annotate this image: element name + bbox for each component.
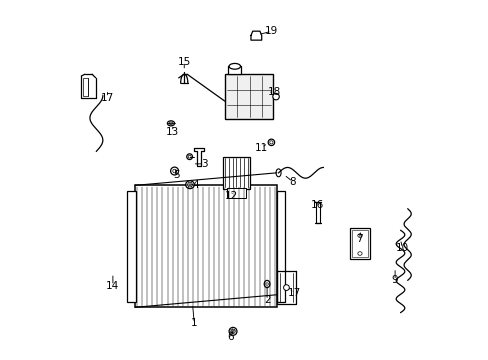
Text: 2: 2: [263, 295, 270, 305]
Ellipse shape: [264, 280, 269, 288]
Text: 4: 4: [192, 180, 198, 190]
Ellipse shape: [272, 93, 279, 100]
Text: 13: 13: [166, 127, 179, 136]
Ellipse shape: [228, 327, 237, 335]
Bar: [127, 191, 136, 302]
Bar: [276, 191, 285, 302]
Text: 14: 14: [106, 281, 119, 291]
Text: 12: 12: [224, 191, 237, 201]
Ellipse shape: [186, 154, 192, 159]
Ellipse shape: [283, 285, 289, 291]
Text: 10: 10: [395, 243, 408, 253]
Bar: [349, 228, 369, 259]
Bar: [223, 157, 249, 189]
Text: 9: 9: [391, 275, 398, 285]
Text: 17: 17: [101, 93, 114, 103]
Text: 17: 17: [287, 288, 300, 298]
Bar: [228, 66, 241, 74]
Text: 15: 15: [177, 57, 190, 67]
Text: 7: 7: [355, 234, 362, 244]
Text: 6: 6: [226, 332, 233, 342]
Text: 5: 5: [173, 170, 179, 180]
Text: 8: 8: [289, 177, 296, 187]
Bar: [224, 74, 273, 119]
Ellipse shape: [267, 139, 274, 145]
Text: 16: 16: [310, 200, 323, 210]
Ellipse shape: [167, 121, 174, 126]
Text: 19: 19: [264, 26, 278, 36]
Text: 18: 18: [267, 87, 280, 97]
Ellipse shape: [170, 167, 178, 175]
Ellipse shape: [228, 63, 240, 69]
Bar: [315, 202, 319, 223]
Text: 11: 11: [255, 143, 268, 153]
Bar: [83, 78, 88, 96]
Ellipse shape: [185, 181, 194, 189]
Bar: [226, 188, 246, 198]
Bar: [135, 185, 276, 307]
Text: 1: 1: [191, 319, 197, 328]
Bar: [351, 230, 367, 257]
Text: 3: 3: [201, 159, 207, 169]
Ellipse shape: [276, 169, 281, 177]
